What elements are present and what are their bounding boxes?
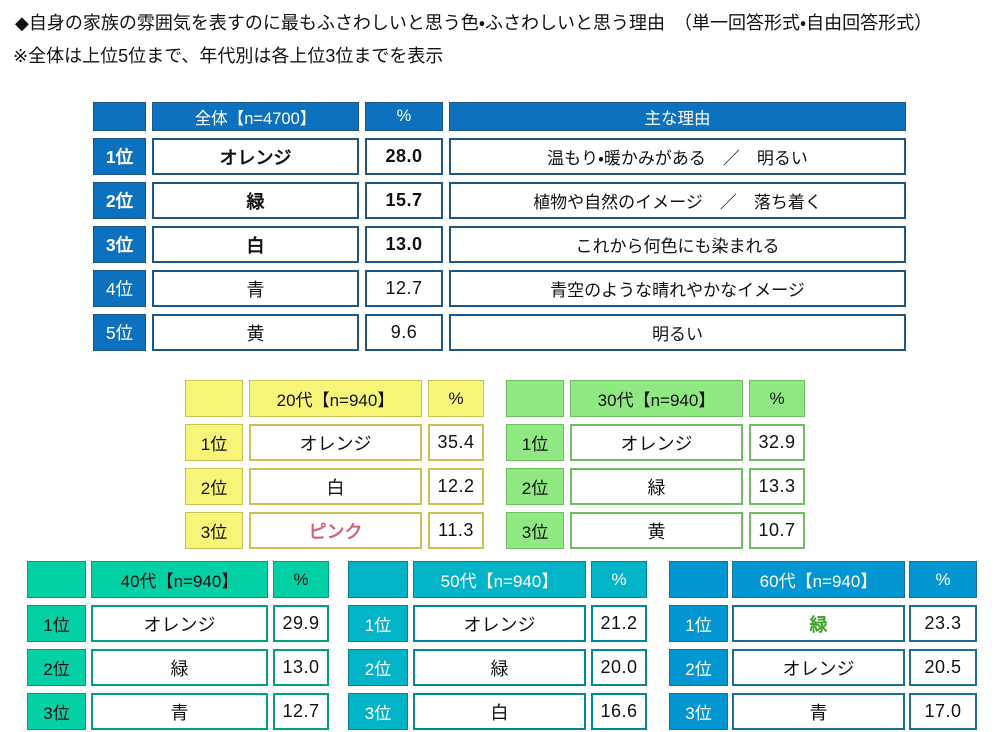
percent-cell: 10.7 — [749, 512, 805, 549]
table-40s: 40代【n=940】 % 1位 オレンジ 29.9 2位 緑 13.0 3位 青… — [27, 561, 329, 730]
percent-cell: 13.0 — [365, 226, 443, 263]
percent-cell: 21.2 — [591, 605, 647, 642]
reason-cell: 温もり・暖かみがある ／ 明るい — [449, 138, 906, 175]
rank-cell: 2位 — [348, 649, 408, 686]
rank-cell: 1位 — [348, 605, 408, 642]
page-note: ※全体は上位5位まで、年代別は各上位3位までを表示 — [13, 46, 444, 66]
table-50s: 50代【n=940】 % 1位 オレンジ 21.2 2位 緑 20.0 3位 白… — [348, 561, 647, 730]
color-cell: 緑 — [152, 182, 359, 219]
reason-header-cell: 主な理由 — [449, 102, 906, 131]
percent-cell: 11.3 — [428, 512, 484, 549]
percent-header-cell: % — [749, 380, 805, 417]
percent-cell: 35.4 — [428, 424, 484, 461]
rank-cell: 2位 — [185, 468, 243, 505]
reason-cell: 植物や自然のイメージ ／ 落ち着く — [449, 182, 906, 219]
rank-cell: 2位 — [669, 649, 728, 686]
color-cell: 青 — [91, 693, 268, 730]
corner-cell — [506, 380, 564, 417]
rank-cell: 3位 — [348, 693, 408, 730]
rank-cell: 4位 — [93, 270, 146, 307]
percent-cell: 20.0 — [591, 649, 647, 686]
rank-cell: 1位 — [27, 605, 86, 642]
page-title: ◆自身の家族の雰囲気を表すのに最もふさわしいと思う色・ふさわしいと思う理由 （単… — [15, 13, 933, 33]
rank-cell: 1位 — [185, 424, 243, 461]
group-header-cell: 30代【n=940】 — [570, 380, 743, 417]
percent-header-cell: % — [428, 380, 484, 417]
rank-cell: 3位 — [27, 693, 86, 730]
color-cell: 白 — [413, 693, 586, 730]
percent-cell: 23.3 — [909, 605, 977, 642]
table-60s: 60代【n=940】 % 1位 緑 23.3 2位 オレンジ 20.5 3位 青… — [669, 561, 977, 730]
color-cell: 白 — [249, 468, 422, 505]
color-cell: 緑 — [413, 649, 586, 686]
color-cell: 青 — [732, 693, 905, 730]
percent-header-cell: % — [909, 561, 977, 598]
color-cell: 緑 — [91, 649, 268, 686]
group-header-cell: 全体【n=4700】 — [152, 102, 359, 131]
color-cell: 青 — [152, 270, 359, 307]
color-cell: オレンジ — [91, 605, 268, 642]
percent-cell: 20.5 — [909, 649, 977, 686]
percent-cell: 15.7 — [365, 182, 443, 219]
rank-cell: 2位 — [93, 182, 146, 219]
rank-cell: 3位 — [669, 693, 728, 730]
color-cell: オレンジ — [570, 424, 743, 461]
percent-cell: 13.0 — [273, 649, 329, 686]
rank-cell: 2位 — [506, 468, 564, 505]
rank-cell: 3位 — [185, 512, 243, 549]
color-cell: 黄 — [152, 314, 359, 351]
percent-cell: 28.0 — [365, 138, 443, 175]
group-header-cell: 20代【n=940】 — [249, 380, 422, 417]
rank-cell: 1位 — [506, 424, 564, 461]
rank-cell: 1位 — [93, 138, 146, 175]
corner-cell — [348, 561, 408, 598]
group-header-cell: 50代【n=940】 — [413, 561, 586, 598]
group-header-cell: 60代【n=940】 — [732, 561, 905, 598]
table-20s: 20代【n=940】 % 1位 オレンジ 35.4 2位 白 12.2 3位 ピ… — [185, 380, 484, 549]
rank-cell: 3位 — [93, 226, 146, 263]
percent-cell: 29.9 — [273, 605, 329, 642]
table-overall: 全体【n=4700】 % 主な理由 1位 オレンジ 28.0 温もり・暖かみがあ… — [93, 102, 906, 351]
color-cell: 黄 — [570, 512, 743, 549]
percent-cell: 12.7 — [273, 693, 329, 730]
percent-cell: 12.7 — [365, 270, 443, 307]
color-cell: 緑 — [570, 468, 743, 505]
table-30s: 30代【n=940】 % 1位 オレンジ 32.9 2位 緑 13.3 3位 黄… — [506, 380, 805, 549]
rank-cell: 2位 — [27, 649, 86, 686]
reason-cell: 青空のような晴れやかなイメージ — [449, 270, 906, 307]
color-cell: オレンジ — [152, 138, 359, 175]
rank-cell: 3位 — [506, 512, 564, 549]
percent-cell: 9.6 — [365, 314, 443, 351]
rank-cell: 5位 — [93, 314, 146, 351]
color-cell: オレンジ — [732, 649, 905, 686]
color-cell: オレンジ — [249, 424, 422, 461]
percent-cell: 13.3 — [749, 468, 805, 505]
color-cell: 緑 — [732, 605, 905, 642]
percent-cell: 12.2 — [428, 468, 484, 505]
corner-cell — [669, 561, 728, 598]
corner-cell — [27, 561, 86, 598]
color-cell: ピンク — [249, 512, 422, 549]
reason-cell: 明るい — [449, 314, 906, 351]
color-cell: 白 — [152, 226, 359, 263]
percent-header-cell: % — [273, 561, 329, 598]
group-header-cell: 40代【n=940】 — [91, 561, 268, 598]
percent-header-cell: % — [365, 102, 443, 131]
corner-cell — [93, 102, 146, 131]
percent-cell: 16.6 — [591, 693, 647, 730]
percent-cell: 32.9 — [749, 424, 805, 461]
corner-cell — [185, 380, 243, 417]
percent-cell: 17.0 — [909, 693, 977, 730]
rank-cell: 1位 — [669, 605, 728, 642]
percent-header-cell: % — [591, 561, 647, 598]
reason-cell: これから何色にも染まれる — [449, 226, 906, 263]
color-cell: オレンジ — [413, 605, 586, 642]
